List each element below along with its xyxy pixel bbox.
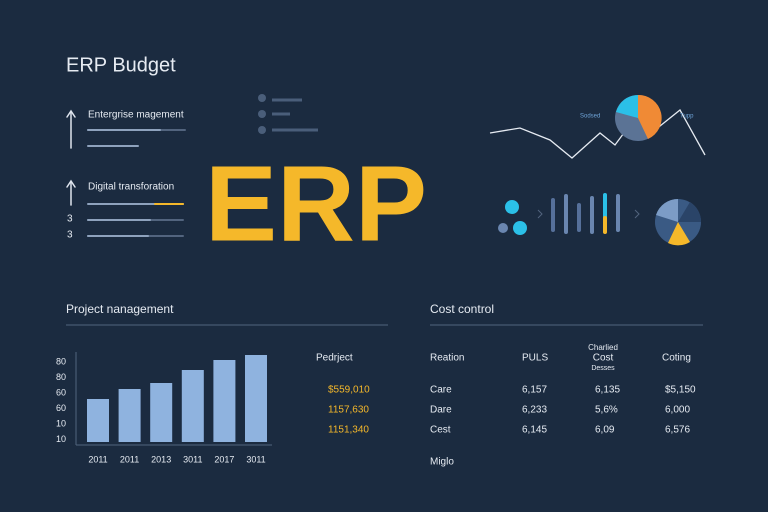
cell: 1151,340 (328, 425, 369, 436)
column-header: Reation (430, 353, 464, 364)
cell: 5,6% (595, 405, 618, 416)
y-tick-label: 60 (56, 403, 66, 413)
cell: Dare (430, 405, 452, 416)
marker: 3 (67, 214, 73, 225)
pie-label: Sodsed (580, 114, 600, 120)
x-tick-label: 2011 (120, 454, 139, 464)
pie-label: Tupp (680, 114, 694, 120)
bar (213, 360, 236, 442)
dots-graphic (498, 200, 640, 235)
y-tick-label: 60 (56, 387, 66, 397)
bar (118, 389, 141, 442)
cell: 6,157 (522, 385, 547, 396)
footer-text: Miglo (430, 457, 454, 468)
item-label: Digital transforation (88, 182, 174, 193)
hero-text: ERP (205, 143, 427, 264)
list-dots (258, 94, 318, 134)
cell: 6,145 (522, 425, 547, 436)
y-tick-label: 10 (56, 418, 66, 428)
x-tick-label: 2013 (151, 454, 171, 464)
marker: 3 (67, 230, 73, 241)
item-label: Entergrise magement (88, 110, 184, 121)
cell: 6,09 (595, 425, 615, 436)
cell: $5,150 (665, 385, 696, 396)
column-header: Charlied (588, 343, 618, 352)
x-tick-label: 3011 (183, 454, 202, 464)
x-tick-label: 3011 (246, 454, 265, 464)
x-tick-label: 2017 (214, 454, 234, 464)
cell: 1157,630 (328, 405, 369, 416)
bar (150, 383, 173, 442)
section-title: Project nanagement (66, 302, 174, 316)
bar (245, 355, 267, 442)
cell: 6,576 (665, 425, 690, 436)
column-header: PULS (522, 353, 548, 364)
cell: 6,233 (522, 405, 547, 416)
cell: 6,135 (595, 385, 620, 396)
left-panel (66, 109, 186, 237)
column-header: Cost (593, 353, 614, 364)
line-graphic (489, 109, 706, 159)
cell: 6,000 (665, 405, 690, 416)
x-tick-label: 2011 (88, 454, 107, 464)
bars-graphic (551, 193, 620, 234)
column-header: Coting (662, 353, 691, 364)
cell: Care (430, 385, 452, 396)
title: ERP Budget (66, 54, 176, 76)
y-tick-label: 10 (56, 434, 66, 444)
y-tick-label: 80 (56, 372, 66, 382)
column-header: Pedrject (316, 353, 353, 364)
bar (87, 399, 109, 442)
column-header: Desses (591, 365, 615, 372)
cell: $559,010 (328, 385, 370, 396)
cell: Cest (430, 425, 451, 436)
bar (181, 370, 204, 442)
section-title: Cost control (430, 302, 494, 316)
y-tick-label: 80 (56, 356, 66, 366)
pie-graphic (655, 198, 702, 246)
pie-graphic (615, 94, 662, 141)
